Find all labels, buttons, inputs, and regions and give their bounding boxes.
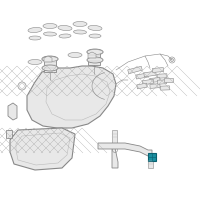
Bar <box>148 153 156 161</box>
FancyBboxPatch shape <box>137 83 147 89</box>
FancyBboxPatch shape <box>150 84 160 88</box>
Bar <box>148 156 153 168</box>
Ellipse shape <box>58 25 72 31</box>
Ellipse shape <box>87 49 103 55</box>
FancyBboxPatch shape <box>128 66 142 74</box>
FancyBboxPatch shape <box>160 86 170 90</box>
Ellipse shape <box>170 58 174 62</box>
Polygon shape <box>98 143 152 156</box>
Ellipse shape <box>59 34 71 38</box>
Polygon shape <box>88 52 96 58</box>
Ellipse shape <box>73 21 87 26</box>
Ellipse shape <box>87 57 103 63</box>
FancyBboxPatch shape <box>157 80 167 84</box>
Ellipse shape <box>29 36 41 40</box>
FancyBboxPatch shape <box>136 73 148 79</box>
Polygon shape <box>10 128 75 170</box>
Ellipse shape <box>28 60 42 64</box>
Bar <box>44 59 56 72</box>
FancyBboxPatch shape <box>157 74 167 78</box>
Ellipse shape <box>43 23 57 28</box>
Ellipse shape <box>28 27 42 33</box>
Ellipse shape <box>42 56 58 62</box>
Polygon shape <box>44 56 52 62</box>
Polygon shape <box>27 66 116 128</box>
FancyBboxPatch shape <box>150 78 160 82</box>
FancyBboxPatch shape <box>144 71 156 77</box>
Ellipse shape <box>42 65 58 71</box>
Polygon shape <box>6 130 12 138</box>
FancyBboxPatch shape <box>164 78 172 82</box>
Bar <box>88 52 100 65</box>
Ellipse shape <box>89 34 101 38</box>
Bar <box>112 130 117 144</box>
FancyBboxPatch shape <box>142 79 154 85</box>
Ellipse shape <box>87 49 103 54</box>
Ellipse shape <box>42 56 58 62</box>
Ellipse shape <box>68 52 82 58</box>
Ellipse shape <box>88 25 102 31</box>
Ellipse shape <box>44 32 56 36</box>
Polygon shape <box>112 148 118 168</box>
Polygon shape <box>8 103 17 120</box>
FancyBboxPatch shape <box>152 68 164 72</box>
Ellipse shape <box>74 30 86 34</box>
